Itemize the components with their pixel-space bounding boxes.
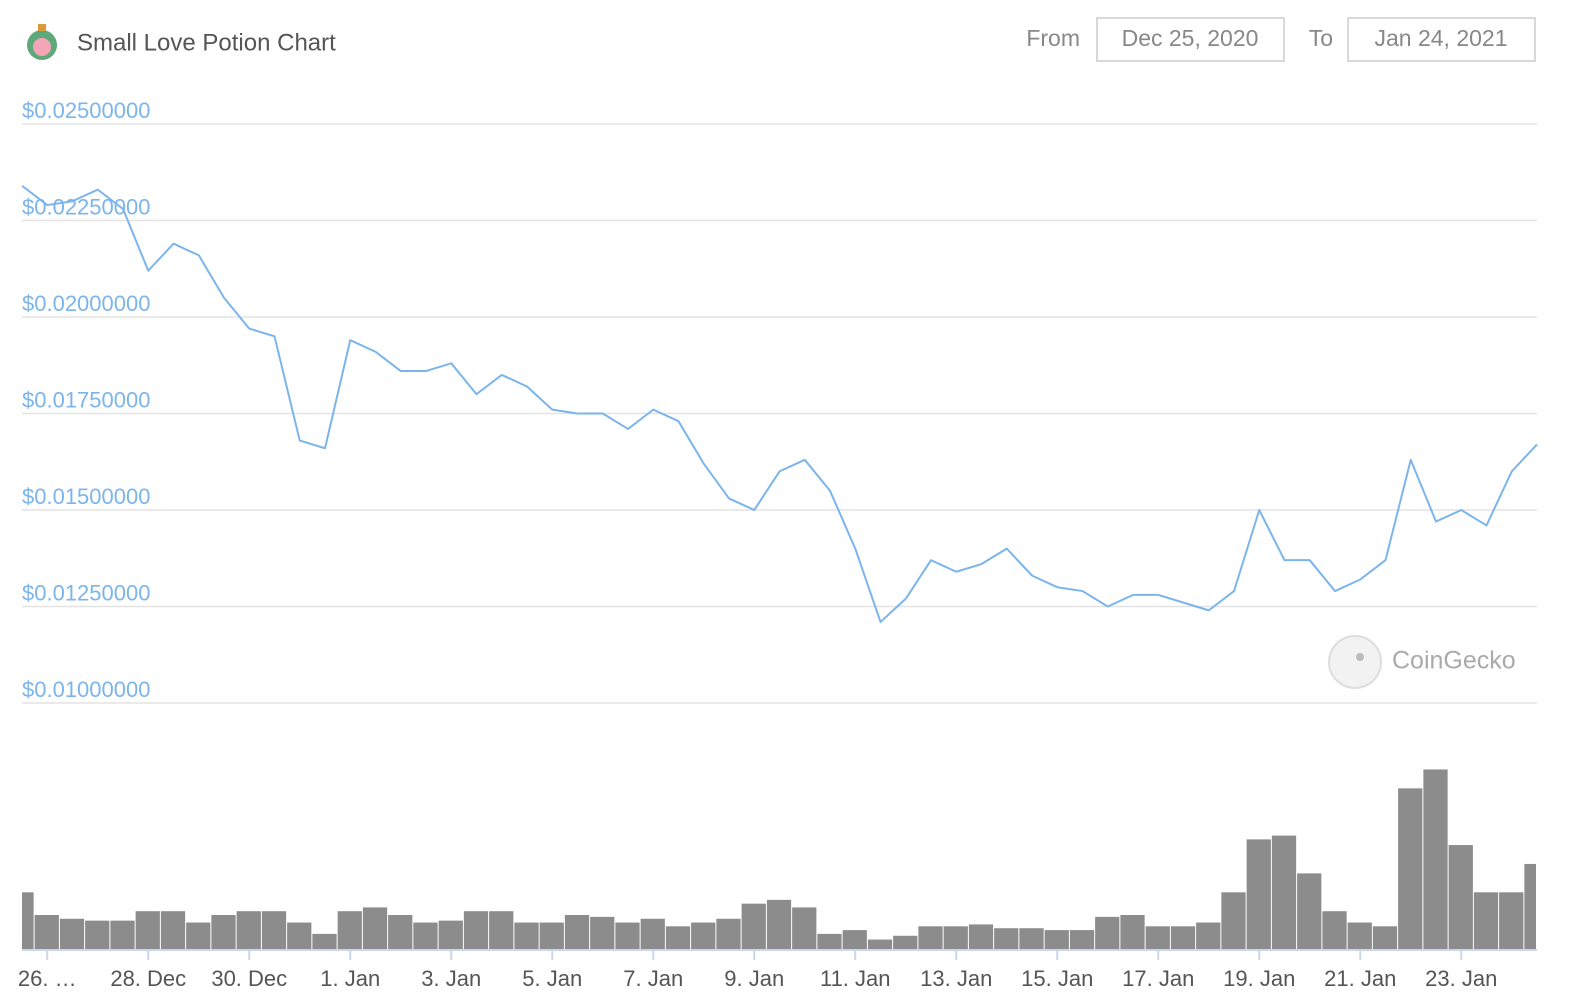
volume-bar <box>691 922 716 949</box>
volume-bar <box>1095 916 1120 949</box>
volume-bar <box>59 918 85 949</box>
volume-bar <box>388 914 413 949</box>
x-tick-label: 26. … <box>18 966 77 991</box>
volume-bar <box>110 920 135 949</box>
to-label: To <box>1309 25 1333 51</box>
y-tick-label: $0.02500000 <box>22 98 150 123</box>
watermark-logo <box>1328 635 1382 689</box>
volume-bar <box>1297 873 1322 949</box>
to-input[interactable] <box>1347 17 1536 62</box>
volume-bar <box>1221 892 1246 949</box>
y-tick-label: $0.01250000 <box>22 580 150 605</box>
x-tick-label: 5. Jan <box>522 966 582 991</box>
x-tick-label: 19. Jan <box>1223 966 1295 991</box>
volume-bar <box>34 914 59 949</box>
volume-bar <box>22 892 34 949</box>
volume-bar <box>665 926 691 949</box>
x-tick-label: 9. Jan <box>724 966 784 991</box>
x-tick-label: 3. Jan <box>421 966 481 991</box>
x-tick-label: 17. Jan <box>1122 966 1194 991</box>
from-date[interactable]: Dec 25, 2020 <box>1122 25 1259 51</box>
volume-bar <box>514 922 539 949</box>
volume-bar <box>1372 926 1398 949</box>
volume-bar <box>994 928 1019 949</box>
y-tick-label: $0.01500000 <box>22 484 150 509</box>
volume-bar <box>236 911 261 949</box>
volume-bar <box>893 935 918 949</box>
volume-bar <box>766 899 792 949</box>
y-tick-label: $0.02000000 <box>22 291 150 316</box>
volume-bar <box>1448 845 1473 949</box>
volume-bar <box>1398 788 1423 949</box>
logo <box>27 24 57 60</box>
to-date[interactable]: Jan 24, 2021 <box>1374 25 1507 51</box>
x-tick-label: 13. Jan <box>920 966 992 991</box>
x-tick-label: 7. Jan <box>623 966 683 991</box>
x-tick-label: 28. Dec <box>110 966 186 991</box>
y-tick-label: $0.01750000 <box>22 387 150 412</box>
volume-bar <box>1524 863 1536 949</box>
x-tick-label: 30. Dec <box>211 966 287 991</box>
volume-bar <box>1019 928 1044 949</box>
volume-bar <box>539 922 564 949</box>
volume-bar <box>741 903 766 949</box>
volume-bar <box>968 924 994 949</box>
volume-bar <box>1196 922 1221 949</box>
volume-bar <box>1423 769 1448 949</box>
x-tick-label: 15. Jan <box>1021 966 1093 991</box>
volume-bar <box>362 907 388 949</box>
volume-bar <box>867 939 893 949</box>
volume-bar <box>716 918 741 949</box>
volume-bar <box>1271 835 1297 949</box>
volume-bar <box>1120 914 1145 949</box>
x-tick-label: 21. Jan <box>1324 966 1396 991</box>
volume-bar <box>792 907 817 949</box>
volume-bar <box>1473 892 1499 949</box>
y-tick-label: $0.02250000 <box>22 194 150 219</box>
volume-bar <box>1170 926 1196 949</box>
volume-bar <box>564 914 590 949</box>
volume-bar <box>842 930 867 949</box>
volume-bar <box>438 920 463 949</box>
volume-bar <box>943 926 968 949</box>
chart-title: Small Love Potion Chart <box>77 29 336 56</box>
volume-bar <box>211 914 236 949</box>
y-tick-label: $0.01000000 <box>22 677 150 702</box>
volume-bar <box>1044 930 1069 949</box>
volume-bar <box>1145 926 1170 949</box>
from-input[interactable] <box>1096 17 1285 62</box>
from-label: From <box>1026 25 1080 51</box>
volume-bar <box>160 911 186 949</box>
volume-bar <box>640 918 665 949</box>
volume-bar <box>615 922 640 949</box>
volume-bar <box>261 911 287 949</box>
volume-bar <box>918 926 943 949</box>
volume-bar <box>413 922 438 949</box>
volume-bar <box>85 920 110 949</box>
volume-bar <box>1069 930 1095 949</box>
volume-bar <box>1499 892 1524 949</box>
volume-bar <box>1322 911 1347 949</box>
volume-bar <box>337 911 362 949</box>
x-tick-label: 23. Jan <box>1425 966 1497 991</box>
volume-bar <box>1347 922 1372 949</box>
volume-bar <box>186 922 211 949</box>
x-tick-label: 1. Jan <box>320 966 380 991</box>
volume-bar <box>135 911 160 949</box>
watermark: CoinGecko <box>1392 647 1516 675</box>
volume-bar <box>489 911 514 949</box>
volume-bar <box>1246 839 1271 949</box>
volume-bar <box>590 916 615 949</box>
volume-bar <box>287 922 312 949</box>
volume-bar <box>463 911 489 949</box>
price-line <box>21 184 1538 623</box>
volume-bar <box>312 933 337 949</box>
x-tick-label: 11. Jan <box>820 966 891 991</box>
volume-bar <box>817 933 842 949</box>
